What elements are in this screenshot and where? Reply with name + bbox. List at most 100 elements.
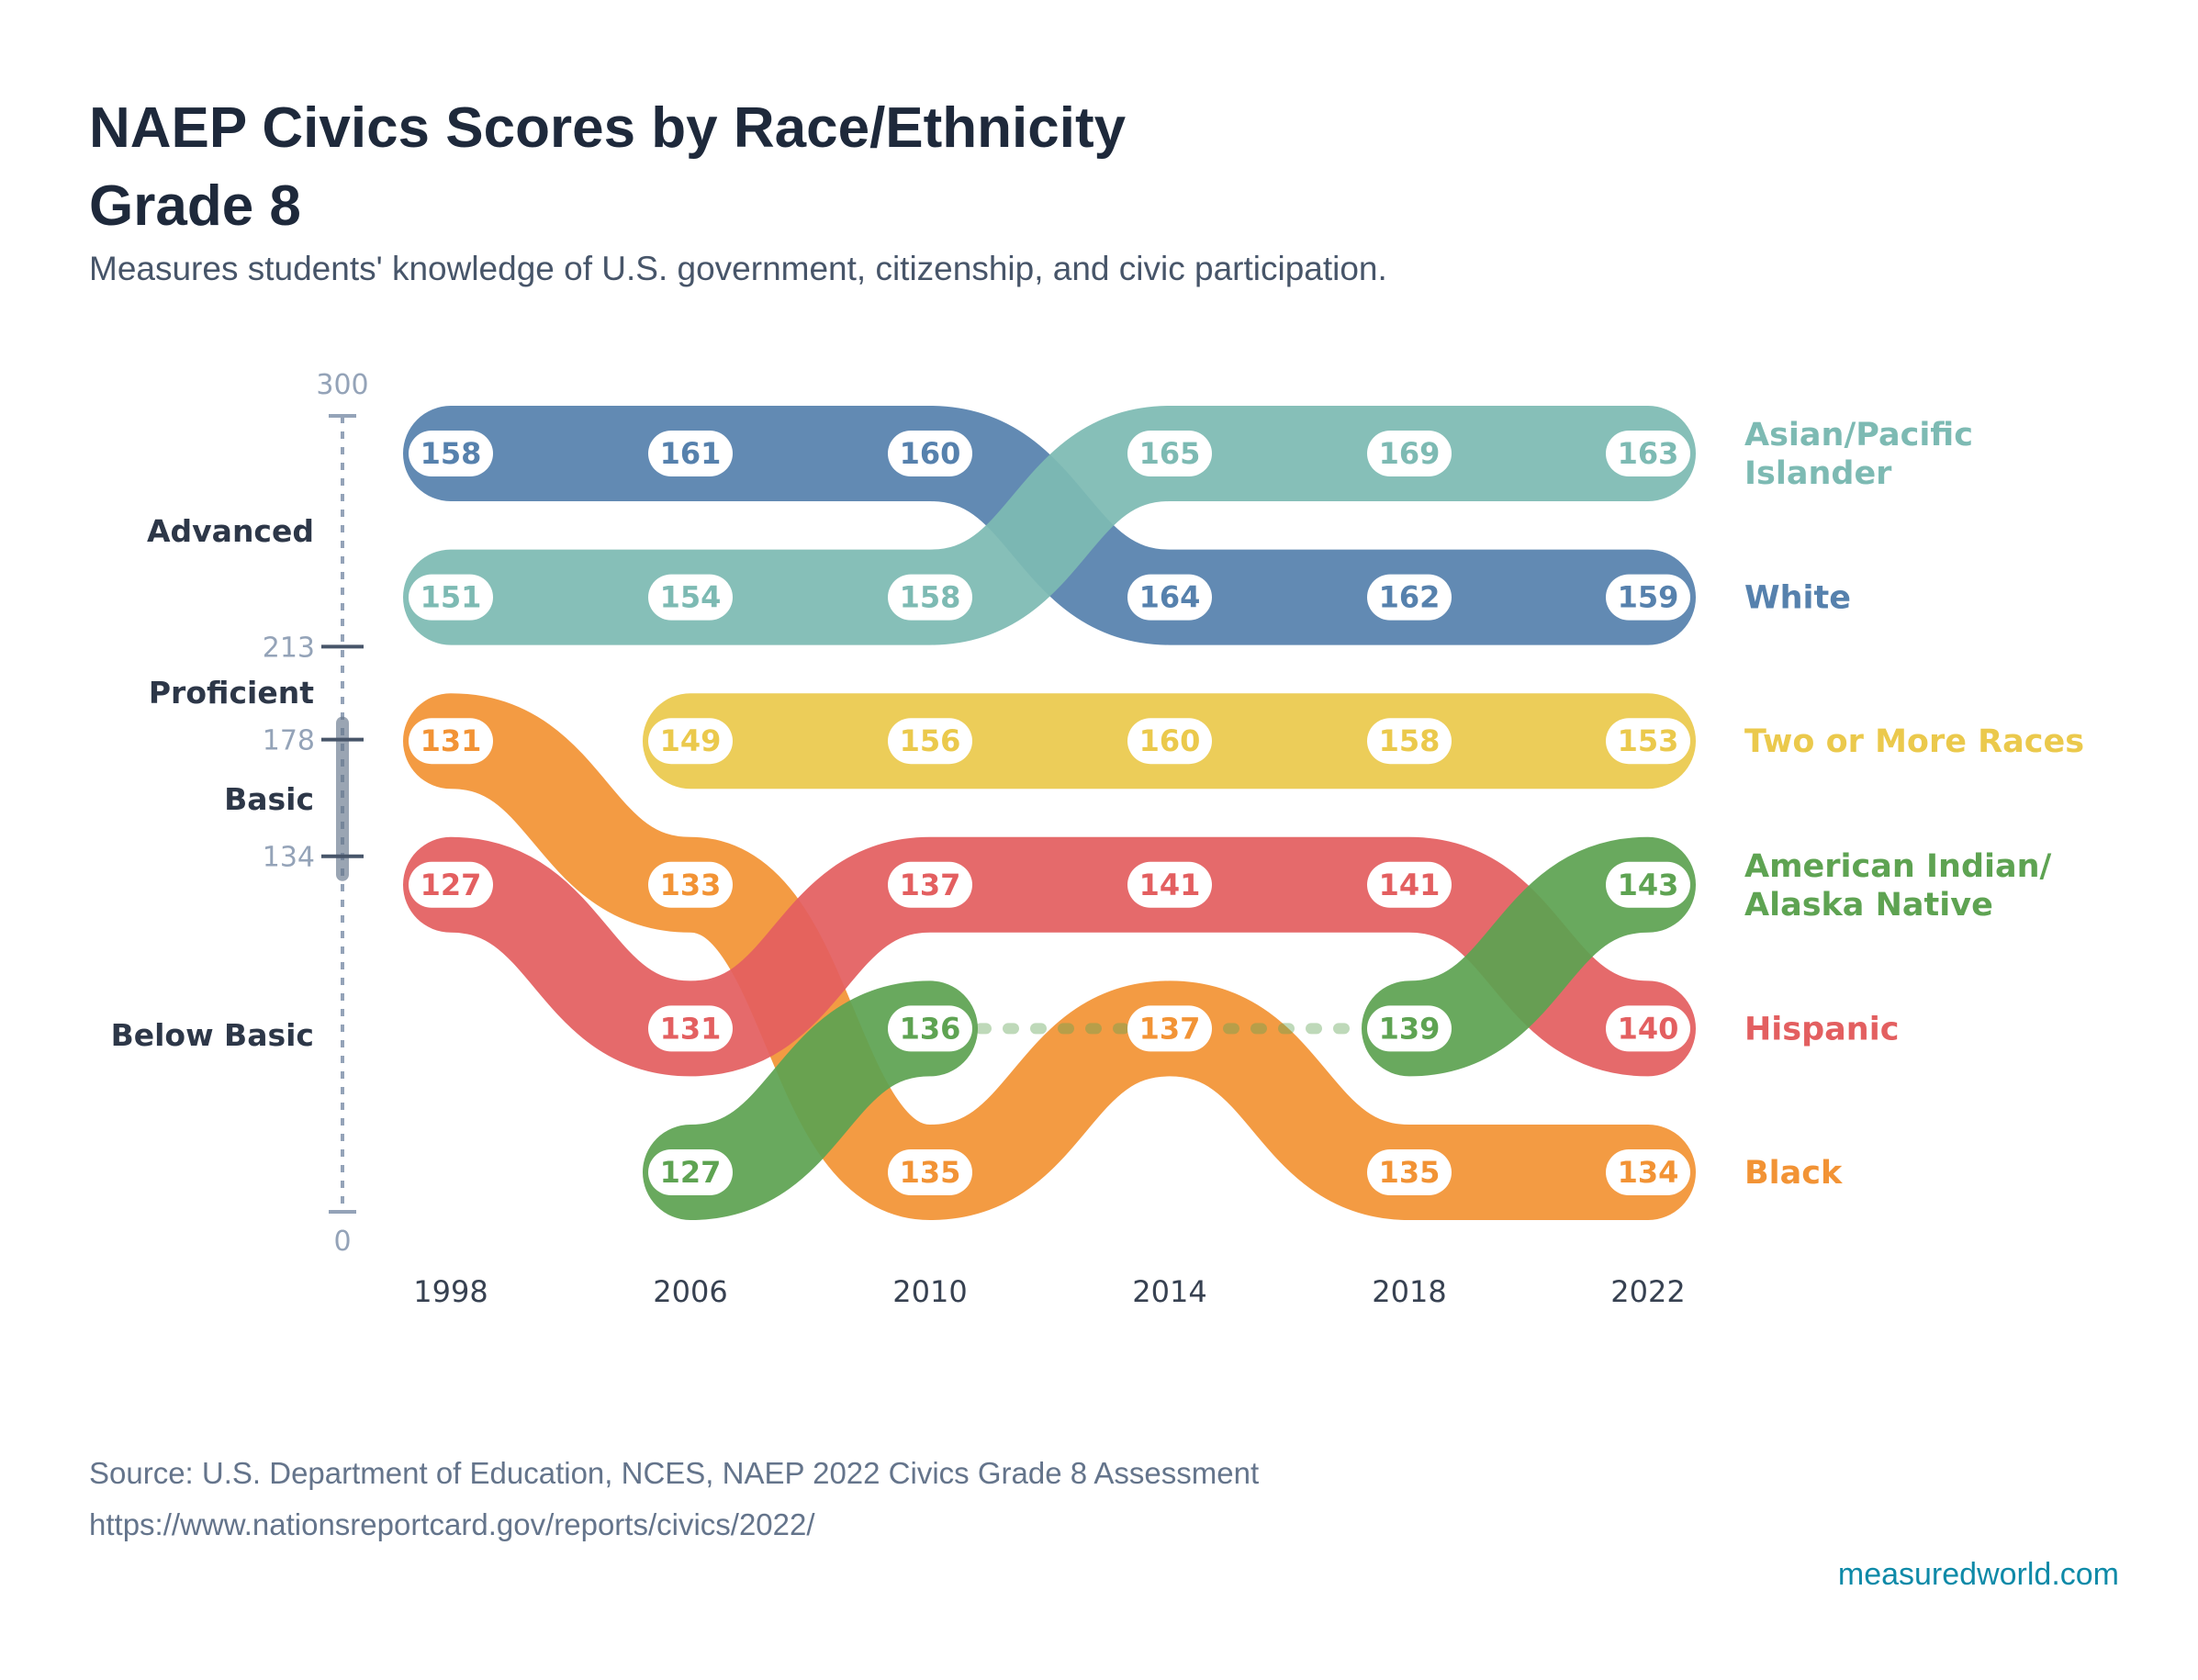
value-text: 156 xyxy=(900,723,961,758)
value-text: 141 xyxy=(1379,868,1441,902)
value-text: 159 xyxy=(1618,580,1679,615)
value-label: 156 xyxy=(888,718,972,765)
value-text: 134 xyxy=(1618,1155,1679,1190)
tick-label: 0 xyxy=(333,1226,351,1258)
value-text: 135 xyxy=(900,1155,961,1190)
value-text: 162 xyxy=(1379,580,1441,615)
value-label: 135 xyxy=(888,1149,972,1195)
value-pill xyxy=(409,574,493,621)
source-note: Source: U.S. Department of Education, NC… xyxy=(89,1456,1259,1490)
value-pill xyxy=(409,861,493,908)
value-text: 127 xyxy=(660,1155,722,1190)
value-pill xyxy=(1606,1005,1690,1052)
value-text: 139 xyxy=(1379,1011,1441,1046)
value-text: 131 xyxy=(660,1011,722,1046)
value-label: 163 xyxy=(1606,431,1690,476)
value-pill xyxy=(1127,1005,1212,1052)
value-label: 154 xyxy=(648,574,733,621)
value-pill xyxy=(1127,718,1212,765)
value-pill xyxy=(1367,861,1452,908)
value-text: 149 xyxy=(660,723,722,758)
value-label: 164 xyxy=(1127,574,1212,621)
value-label: 139 xyxy=(1367,1005,1452,1052)
value-text: 135 xyxy=(1379,1155,1441,1190)
series-label: Asian/Pacific xyxy=(1744,417,1973,454)
value-label: 160 xyxy=(888,431,972,476)
series-bands xyxy=(403,405,1696,1221)
value-text: 160 xyxy=(1139,723,1201,758)
value-pill xyxy=(1367,1005,1452,1052)
value-label: 140 xyxy=(1606,1005,1690,1052)
value-label: 161 xyxy=(648,431,733,476)
series-label: Islander xyxy=(1744,455,1892,492)
source-url[interactable]: https://www.nationsreportcard.gov/report… xyxy=(89,1507,815,1541)
value-label: 131 xyxy=(648,1005,733,1052)
value-pill xyxy=(1127,431,1212,476)
value-text: 133 xyxy=(660,868,722,902)
value-text: 161 xyxy=(660,436,722,471)
value-pill xyxy=(1127,574,1212,621)
series-band-hispanic xyxy=(403,836,1696,1077)
value-pill xyxy=(1367,1149,1452,1195)
tick-label: 213 xyxy=(263,632,315,664)
year-label: 2010 xyxy=(892,1274,967,1309)
series-label: Hispanic xyxy=(1744,1011,1899,1047)
brand-logo-text[interactable]: measuredworld.com xyxy=(1838,1557,2119,1592)
value-pill xyxy=(1367,574,1452,621)
value-text: 163 xyxy=(1618,436,1679,471)
chart-title-line2: Grade 8 xyxy=(89,174,301,238)
value-text: 160 xyxy=(900,436,961,471)
series-label: American Indian/ xyxy=(1744,848,2052,885)
value-label: 137 xyxy=(888,861,972,908)
tick-label: 178 xyxy=(263,725,315,757)
year-label: 2018 xyxy=(1372,1274,1446,1309)
value-pill xyxy=(888,718,972,765)
value-pill xyxy=(888,1149,972,1195)
value-pill xyxy=(1606,431,1690,476)
series-label: Two or More Races xyxy=(1744,723,2084,760)
band-segment xyxy=(1362,836,1696,1077)
band-segment xyxy=(403,836,1696,1077)
value-text: 151 xyxy=(421,580,482,615)
value-text: 158 xyxy=(421,436,482,471)
value-label: 158 xyxy=(409,431,493,476)
value-text: 169 xyxy=(1379,436,1441,471)
chart-title: NAEP Civics Scores by Race/Ethnicity xyxy=(89,96,1127,160)
x-axis-labels: 1998 2006 2010 2014 2018 2022 xyxy=(413,1274,1685,1309)
level-label: Below Basic xyxy=(111,1017,314,1053)
value-label: 135 xyxy=(1367,1149,1452,1195)
value-pill xyxy=(1127,861,1212,908)
value-label: 160 xyxy=(1127,718,1212,765)
year-label: 2022 xyxy=(1610,1274,1685,1309)
value-pill xyxy=(648,1005,733,1052)
value-label: 141 xyxy=(1127,861,1212,908)
tick-label: 134 xyxy=(263,842,315,874)
value-label: 127 xyxy=(648,1149,733,1195)
year-label: 2014 xyxy=(1132,1274,1206,1309)
value-pill xyxy=(1606,1149,1690,1195)
value-text: 140 xyxy=(1618,1011,1679,1046)
value-pill xyxy=(888,431,972,476)
value-label: 158 xyxy=(888,574,972,621)
value-label: 158 xyxy=(1367,718,1452,765)
value-pill xyxy=(1606,861,1690,908)
chart-subtitle: Measures students' knowledge of U.S. gov… xyxy=(89,250,1387,287)
value-label: 131 xyxy=(409,718,493,765)
value-text: 143 xyxy=(1618,868,1679,902)
value-label: 165 xyxy=(1127,431,1212,476)
value-pill xyxy=(648,861,733,908)
value-labels: 158 161 160 164 162 159 151 154 158 165 169 163 149 1… xyxy=(409,431,1690,1195)
value-label: 133 xyxy=(648,861,733,908)
value-text: 137 xyxy=(900,868,961,902)
value-label: 151 xyxy=(409,574,493,621)
level-label: Basic xyxy=(224,781,314,817)
value-pill xyxy=(648,431,733,476)
value-text: 137 xyxy=(1139,1011,1201,1046)
value-pill xyxy=(1606,574,1690,621)
value-pill xyxy=(648,718,733,765)
value-pill xyxy=(1367,431,1452,476)
value-label: 159 xyxy=(1606,574,1690,621)
level-label: Proficient xyxy=(149,675,314,711)
